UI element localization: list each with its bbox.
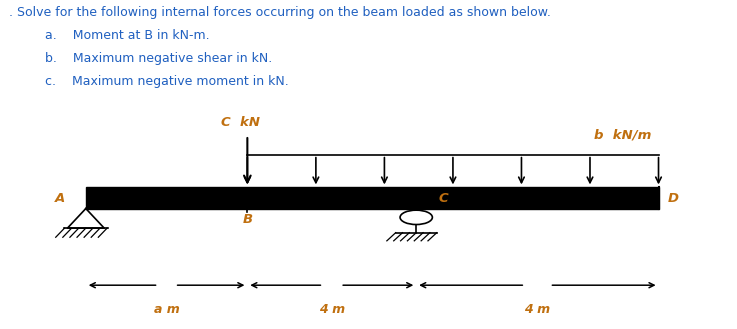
Text: b.    Maximum negative shear in kN.: b. Maximum negative shear in kN. bbox=[46, 52, 273, 65]
Text: 4 m: 4 m bbox=[524, 303, 551, 316]
Text: A: A bbox=[55, 192, 66, 205]
Text: C  kN: C kN bbox=[220, 115, 259, 129]
Text: B: B bbox=[242, 214, 252, 226]
Text: 4 m: 4 m bbox=[318, 303, 345, 316]
Text: b  kN/m: b kN/m bbox=[594, 129, 652, 142]
Bar bbox=[85, 187, 659, 209]
Text: . Solve for the following internal forces occurring on the beam loaded as shown : . Solve for the following internal force… bbox=[9, 6, 551, 19]
Text: c.    Maximum negative moment in kN.: c. Maximum negative moment in kN. bbox=[46, 75, 289, 88]
Text: a.    Moment at B in kN-m.: a. Moment at B in kN-m. bbox=[46, 29, 210, 42]
Text: C: C bbox=[439, 192, 448, 205]
Text: a m: a m bbox=[154, 303, 180, 316]
Text: D: D bbox=[667, 192, 678, 205]
